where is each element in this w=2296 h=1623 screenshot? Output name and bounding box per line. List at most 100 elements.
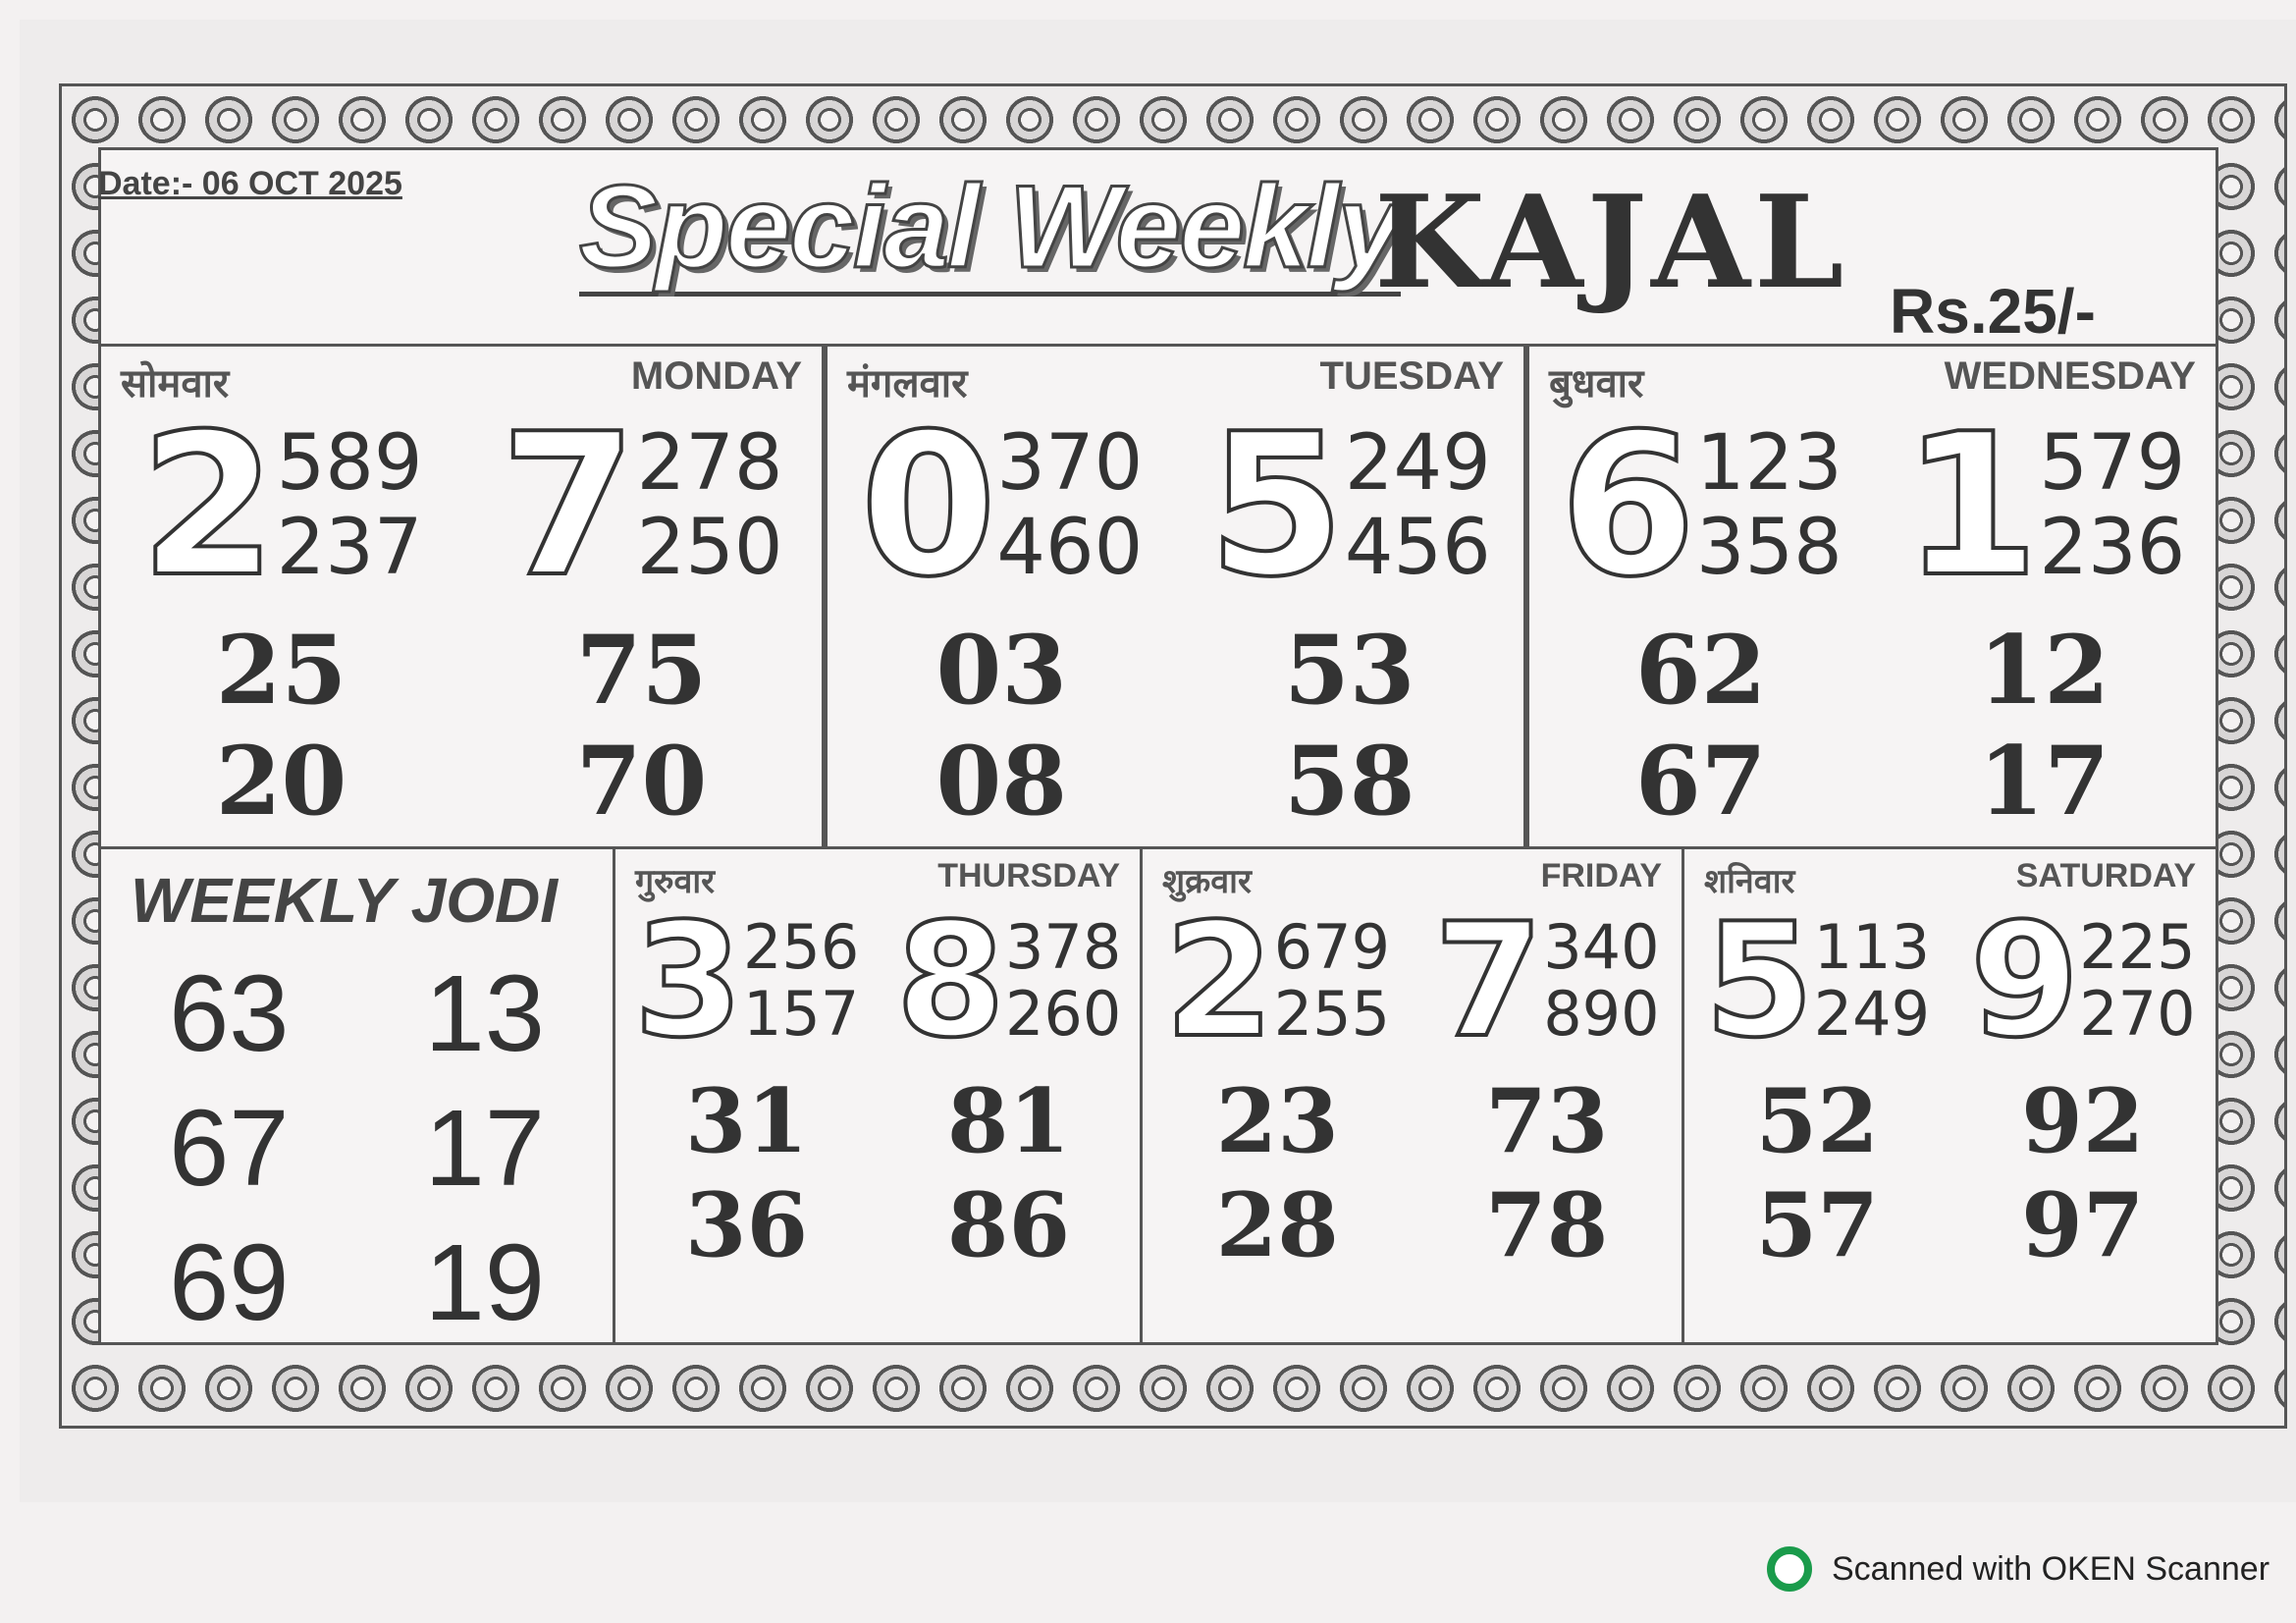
panna: 255 [1273,978,1391,1050]
day-name-english: MONDAY [630,354,802,398]
open-close-digit: 1 [1900,392,2041,621]
jodi-value: 13 [424,953,545,1074]
jodi: 70 [575,726,708,837]
open-close-digit: 2 [1162,889,1275,1072]
day-name-hindi: शनिवार [1704,863,1795,900]
jodi: 75 [575,615,708,726]
day-name-english: FRIDAY [1540,857,1662,894]
day-name-hindi: मंगलवार [847,362,968,406]
jodi: 92 [2021,1069,2145,1173]
jodi: 97 [2021,1173,2145,1277]
jodi: 36 [684,1173,809,1277]
panna: 460 [996,504,1144,592]
title: Special Weekly [578,161,1404,297]
jodi: 81 [946,1069,1071,1173]
panel: 6 123 358 [1558,392,1842,621]
jodi: 12 [1978,615,2110,726]
panna: 370 [996,419,1144,509]
weekly-jodi-title: WEEKLY JODI [131,865,559,936]
panna: 123 [1695,419,1842,509]
jodi: 28 [1215,1173,1339,1277]
open-close-digit: 6 [1558,392,1698,621]
day-name-hindi: सोमवार [121,362,230,406]
panna: 679 [1273,910,1391,983]
panna: 340 [1543,910,1660,983]
panel: 2 679 255 [1162,889,1391,1072]
jodi: 78 [1485,1173,1609,1277]
day-cell-thursday: गुरुवार THURSDAY 3 256 157 8 378 260 31 81 36 86 [613,846,1143,1345]
jodi: 67 [1634,726,1767,837]
panel: 9 225 270 [1968,900,2196,1061]
jodi-value: 17 [424,1088,545,1209]
jodi: 53 [1283,615,1415,726]
panel: 1 579 236 [1900,392,2186,621]
panel: 2 589 237 [137,392,423,621]
panna: 378 [1004,910,1122,983]
panna: 589 [276,419,423,509]
panel: 5 113 249 [1702,889,1931,1072]
panna: 249 [1344,419,1491,509]
panna: 579 [2039,419,2186,509]
open-close-digit: 5 [1702,889,1815,1072]
day-cell-tuesday: मंगलवार TUESDAY 0 370 460 5 249 456 03 53 08 58 [825,344,1526,849]
jodi-value: 67 [169,1088,290,1209]
price: Rs.25/- [1890,276,2096,347]
open-close-digit: 3 [632,889,745,1072]
day-name-english: TUESDAY [1319,354,1504,398]
day-cell-friday: शुक्रवार FRIDAY 2 679 255 7 340 890 23 73 28 78 [1140,846,1684,1345]
day-name-english: SATURDAY [2015,857,2196,894]
panna: 225 [2079,910,2196,983]
jodi: 73 [1485,1069,1609,1173]
panel: 5 249 456 [1206,406,1491,607]
panna: 270 [2079,978,2196,1050]
jodi-value: 63 [169,953,290,1074]
panna: 237 [276,504,423,592]
panna: 890 [1543,978,1660,1050]
jodi: 31 [684,1069,809,1173]
jodi: 25 [215,615,347,726]
open-close-digit: 2 [137,392,278,621]
panna: 256 [742,910,860,983]
jodi: 57 [1755,1173,1879,1277]
jodi-value: 19 [424,1222,545,1343]
panel: 7 278 250 [498,406,783,607]
jodi: 20 [215,726,347,837]
day-cell-saturday: शनिवार SATURDAY 5 113 249 9 225 270 52 92 57 97 [1682,846,2218,1345]
jodi: 23 [1215,1069,1339,1173]
panna: 157 [742,978,860,1050]
jodi: 03 [935,615,1068,726]
open-close-digit: 8 [894,889,1007,1072]
oken-logo-icon [1767,1546,1812,1592]
panna: 260 [1004,978,1122,1050]
scanner-watermark: Scanned with OKEN Scanner [1767,1546,2269,1592]
weekly-jodi-values: 63 13 67 17 69 19 [101,951,613,1345]
panel: 8 378 260 [894,889,1122,1072]
open-close-digit: 7 [1432,889,1545,1072]
footer-text: Scanned with OKEN Scanner [1832,1549,2270,1588]
day-name-english: THURSDAY [937,857,1120,894]
day-name-english: WEDNESDAY [1944,354,2196,398]
panna: 236 [2039,504,2186,592]
jodi: 86 [946,1173,1071,1277]
panna: 250 [636,504,783,592]
jodi: 17 [1978,726,2110,837]
panna: 456 [1344,504,1491,592]
day-name-hindi: शुक्रवार [1162,863,1252,900]
panna: 249 [1813,978,1931,1050]
weekly-jodi: WEEKLY JODI 63 13 67 17 69 19 [98,846,615,1345]
jodi-value: 69 [169,1222,290,1343]
day-cell-monday: सोमवार MONDAY 2 589 237 7 278 250 25 75 20 70 [98,344,825,849]
panel: 7 340 890 [1432,889,1660,1072]
day-name-hindi: गुरुवार [635,863,716,900]
panna: 113 [1813,910,1931,983]
open-close-digit: 0 [858,392,998,621]
jodi: 52 [1755,1069,1879,1173]
day-name-hindi: बुधवार [1549,362,1644,406]
day-cell-wednesday: बुधवार WEDNESDAY 6 123 358 1 579 236 62 12 67 17 [1526,344,2218,849]
panna: 278 [636,419,783,509]
jodi: 58 [1283,726,1415,837]
panna: 358 [1695,504,1842,592]
jodi: 08 [935,726,1068,837]
date: Date:- 06 OCT 2025 [98,165,402,202]
panel: 3 256 157 [632,889,860,1072]
